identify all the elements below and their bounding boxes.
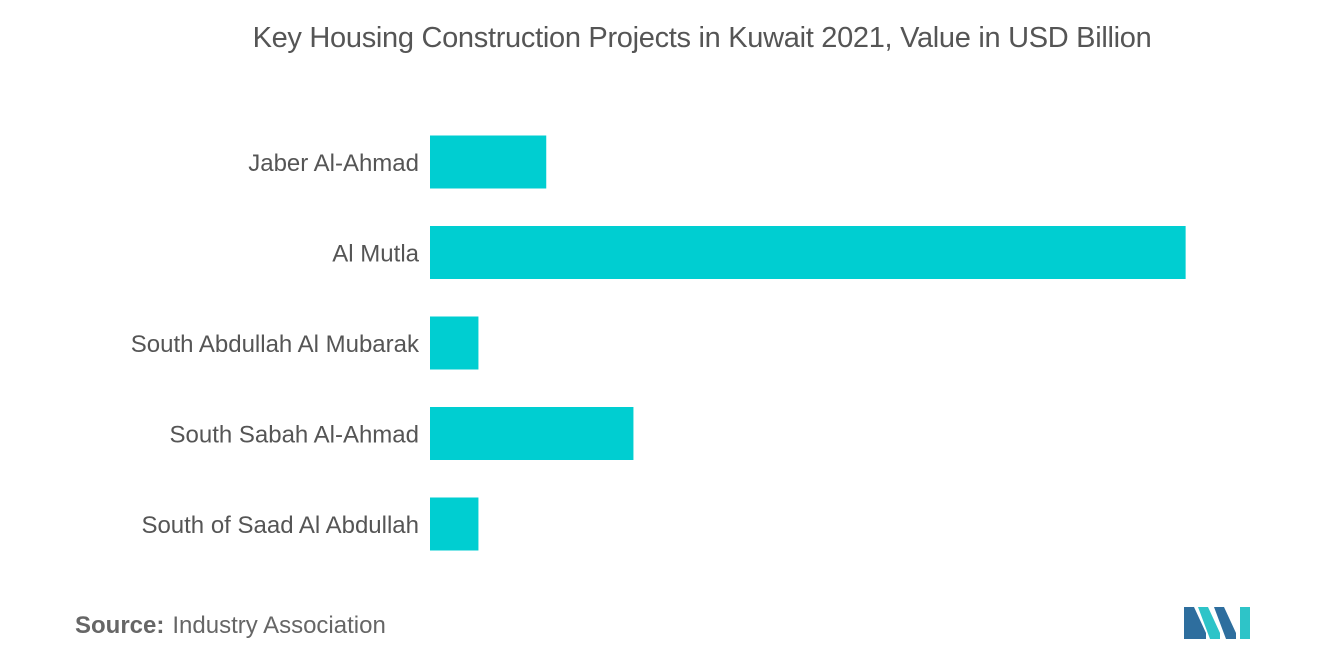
bar xyxy=(430,407,634,460)
category-label: Jaber Al-Ahmad xyxy=(248,150,419,177)
category-label: Al Mutla xyxy=(332,241,419,268)
category-label: South Sabah Al-Ahmad xyxy=(169,422,419,449)
category-label: South of Saad Al Abdullah xyxy=(141,512,419,539)
source-label: Source: xyxy=(75,612,165,639)
chart-title: Key Housing Construction Projects in Kuw… xyxy=(252,22,1152,54)
bar-chart: Jaber Al-Ahmad Al Mutla South Abdullah Al … xyxy=(131,135,1186,551)
bar xyxy=(430,316,479,370)
bar xyxy=(430,497,479,551)
source-note: Source: Industry Association xyxy=(75,612,386,640)
bar xyxy=(430,135,547,189)
brand-logo-icon xyxy=(1184,607,1250,639)
source-text: Industry Association xyxy=(172,612,386,639)
bar xyxy=(430,226,1186,279)
category-label: South Abdullah Al Mubarak xyxy=(131,331,420,358)
